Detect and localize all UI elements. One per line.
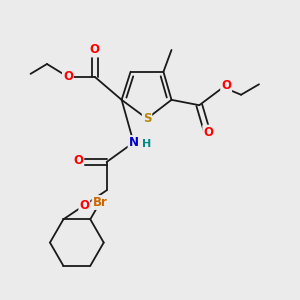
Text: S: S	[143, 112, 151, 125]
Text: O: O	[79, 199, 89, 212]
Text: O: O	[73, 154, 83, 167]
Text: N: N	[129, 136, 139, 149]
Text: O: O	[63, 70, 73, 83]
Text: O: O	[203, 126, 213, 139]
Text: O: O	[90, 44, 100, 56]
Text: O: O	[221, 79, 231, 92]
Text: H: H	[142, 139, 152, 149]
Text: Br: Br	[92, 196, 107, 209]
